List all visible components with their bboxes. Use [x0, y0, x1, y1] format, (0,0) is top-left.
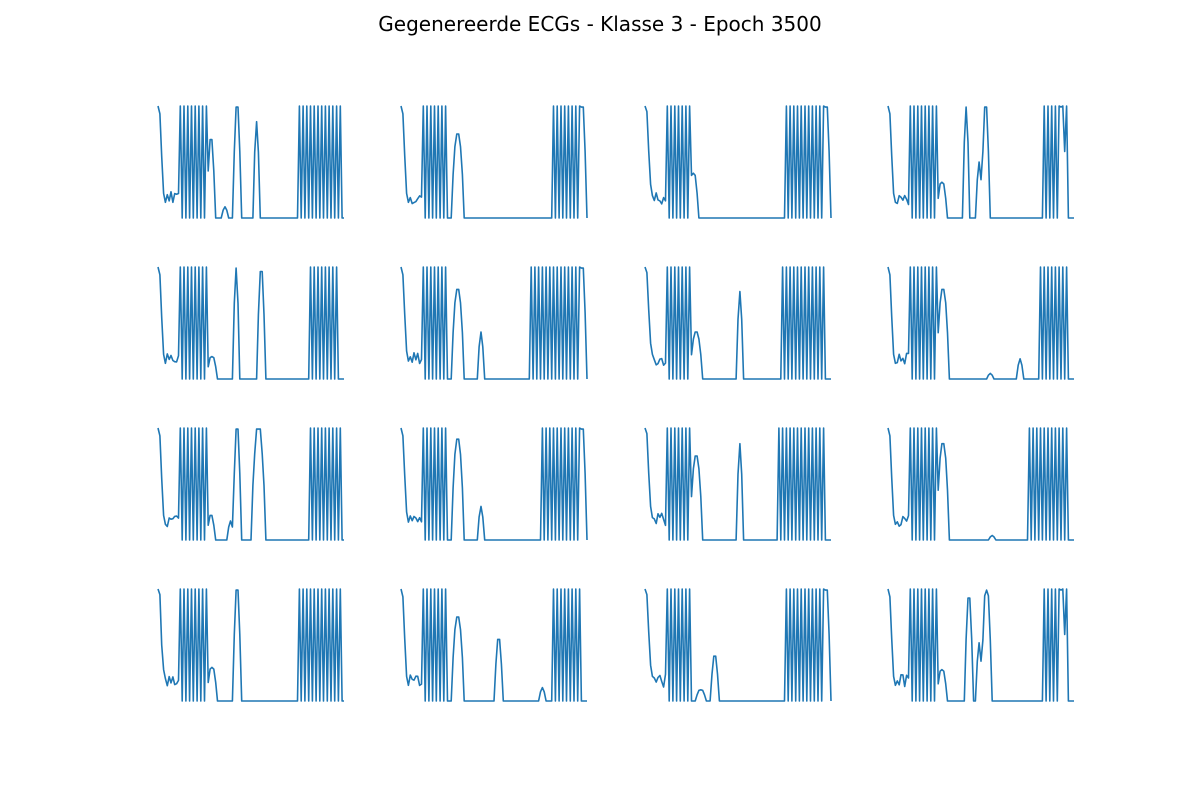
- ecg-trace-r3-c2: [400, 427, 588, 541]
- ecg-trace-r1-c4: [887, 105, 1074, 219]
- ecg-trace-r2-c3: [644, 266, 831, 380]
- ecg-trace-r3-c3: [644, 427, 831, 541]
- chart-title: Gegenereerde ECGs - Klasse 3 - Epoch 350…: [378, 12, 822, 36]
- ecg-trace-r1-c2: [400, 105, 588, 219]
- ecg-trace-r1-c3: [644, 105, 832, 219]
- ecg-trace-r2-c2: [400, 266, 588, 380]
- ecg-trace-r3-c4: [887, 427, 1074, 541]
- ecg-trace-r4-c3: [644, 588, 832, 702]
- ecg-trace-r2-c1: [157, 266, 344, 380]
- ecg-trace-r3-c1: [157, 427, 344, 541]
- ecg-trace-r4-c4: [887, 588, 1074, 702]
- ecg-trace-r4-c1: [157, 588, 344, 702]
- ecg-trace-r1-c1: [157, 105, 344, 219]
- ecg-trace-r2-c4: [887, 266, 1074, 380]
- ecg-trace-r4-c2: [400, 588, 587, 702]
